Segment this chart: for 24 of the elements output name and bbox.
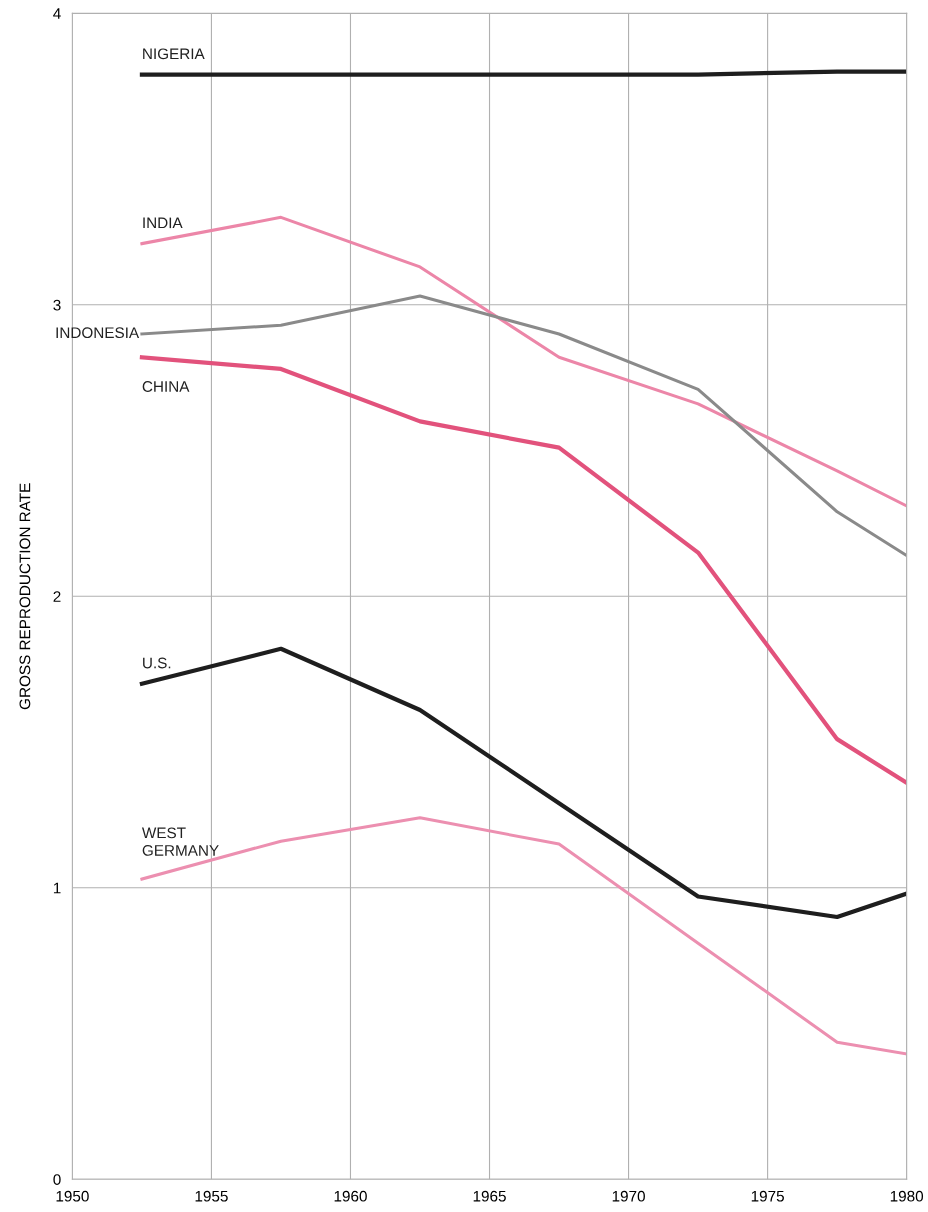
y-tick-label: 3 <box>53 299 61 311</box>
series-label: CHINA <box>142 381 190 392</box>
x-tick-label: 1960 <box>334 1190 367 1202</box>
x-tick-label: 1970 <box>612 1190 645 1202</box>
series-label: NIGERIA <box>143 48 205 60</box>
y-tick-label: 4 <box>53 8 61 19</box>
series-label: U.S. <box>143 657 171 669</box>
x-tick-label: 1975 <box>751 1190 784 1202</box>
line-series <box>139 355 907 785</box>
line-series <box>139 646 907 920</box>
y-tick-label: 1 <box>53 882 61 894</box>
line-series <box>140 215 907 508</box>
series-label: WEST GERMANY <box>141 827 219 856</box>
x-tick-label: 1965 <box>473 1190 506 1202</box>
y-axis-title: GROSS REPRODUCTION RATE <box>19 483 31 710</box>
y-tick-label: 0 <box>53 1174 61 1185</box>
series-label: INDONESIA <box>56 327 140 339</box>
x-tick-label: 1955 <box>195 1190 228 1202</box>
x-tick-label: 1950 <box>56 1190 89 1202</box>
line-series <box>140 294 907 558</box>
x-tick-label: 1980 <box>890 1190 924 1202</box>
y-tick-label: 2 <box>53 591 61 602</box>
series-label: INDIA <box>143 217 183 229</box>
line-series <box>140 816 907 1056</box>
